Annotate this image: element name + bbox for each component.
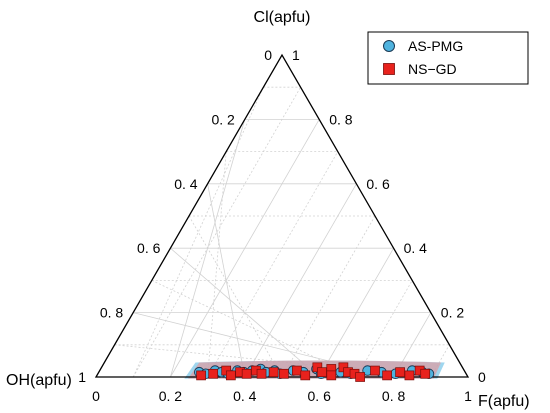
data-point-square bbox=[208, 368, 219, 379]
grid-line bbox=[207, 151, 227, 378]
grid-line bbox=[318, 247, 394, 378]
data-point-square bbox=[196, 370, 206, 381]
tick-label-left: 0 bbox=[264, 47, 272, 63]
legend-marker-square bbox=[383, 63, 395, 75]
legend-label-series-2: NS−GD bbox=[408, 61, 457, 77]
tick-label-right: 1 bbox=[292, 47, 300, 63]
tick-label-bottom: 1 bbox=[464, 388, 472, 404]
grid-line bbox=[188, 215, 283, 378]
tick-labels: 0 100. 2 0. 80. 20. 4 0. 60. 40. 6 0. 40. 60… bbox=[78, 47, 486, 404]
grid-line bbox=[170, 119, 246, 378]
data-points bbox=[193, 362, 435, 382]
tick-label-right: 0. 8 bbox=[329, 111, 353, 127]
legend: AS-PMG NS−GD bbox=[367, 31, 529, 85]
data-point-square bbox=[317, 367, 327, 378]
data-point-square bbox=[300, 370, 311, 381]
tick-label-bottom: 0. 2 bbox=[159, 388, 183, 404]
data-point-square bbox=[241, 368, 252, 379]
grid-line bbox=[281, 215, 376, 378]
tick-label-left: 0. 8 bbox=[100, 305, 124, 321]
data-point-square bbox=[404, 370, 415, 381]
vertex-label-left: OH(apfu) bbox=[6, 372, 72, 389]
data-point-square bbox=[382, 370, 392, 381]
data-point-square bbox=[292, 365, 302, 376]
data-point-square bbox=[268, 367, 279, 378]
tick-label-bottom: 0. 6 bbox=[308, 388, 332, 404]
data-point-square bbox=[226, 370, 236, 381]
tick-label-right: 0. 2 bbox=[441, 305, 465, 321]
tick-label-left: 0. 6 bbox=[137, 240, 161, 256]
grid-line bbox=[132, 87, 264, 378]
grid-line bbox=[356, 280, 413, 378]
tick-label-left: 0. 4 bbox=[174, 176, 198, 192]
legend-label-series-1: AS-PMG bbox=[408, 38, 463, 54]
data-point-square bbox=[395, 367, 405, 378]
data-point-square bbox=[279, 368, 289, 379]
data-point-square bbox=[256, 368, 267, 379]
tick-label-bottom: 0. 4 bbox=[233, 388, 257, 404]
grid-lines bbox=[114, 86, 450, 378]
tick-label-bottom: 0 bbox=[92, 388, 100, 404]
tick-label-right: 0. 6 bbox=[366, 176, 390, 192]
tick-label-bottom: 0. 8 bbox=[382, 388, 406, 404]
data-point-square bbox=[326, 370, 337, 381]
data-point-square bbox=[355, 372, 365, 382]
vertex-label-top: Cl(apfu) bbox=[254, 9, 311, 26]
grid-line bbox=[207, 183, 246, 378]
tick-label-right: 0. 4 bbox=[404, 240, 428, 256]
tick-label-left: 1 bbox=[78, 369, 86, 385]
data-point-square bbox=[370, 365, 380, 376]
legend-box bbox=[367, 31, 529, 85]
tick-label-right: 0 bbox=[478, 369, 486, 385]
grid-line bbox=[207, 151, 339, 378]
legend-marker-circle bbox=[383, 40, 395, 52]
tick-label-left: 0. 2 bbox=[211, 111, 235, 127]
vertex-label-right: F(apfu) bbox=[478, 393, 530, 410]
data-point-square bbox=[420, 368, 431, 379]
